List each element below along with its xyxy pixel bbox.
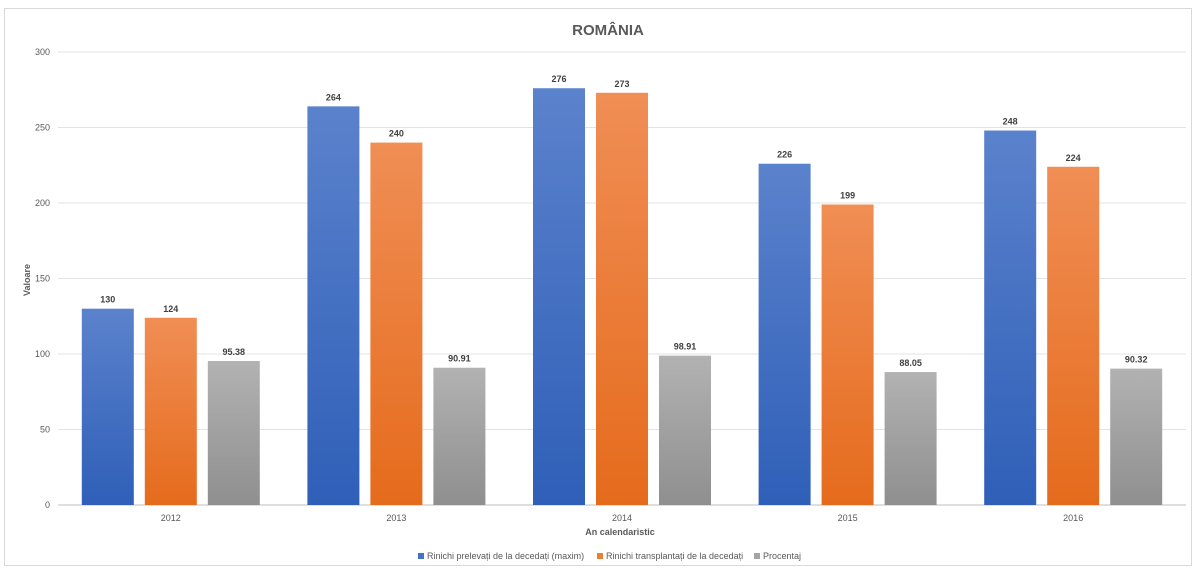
data-label: 276 xyxy=(551,74,566,84)
bar-2016-series-1 xyxy=(1047,166,1100,505)
data-label: 98.91 xyxy=(674,342,697,352)
legend-swatch xyxy=(754,553,760,559)
data-label: 88.05 xyxy=(899,358,922,368)
data-label: 124 xyxy=(163,304,178,314)
bars xyxy=(81,88,1163,506)
y-tick-label: 50 xyxy=(40,425,50,435)
y-tick-label: 200 xyxy=(35,198,50,208)
y-tick-label: 150 xyxy=(35,274,50,284)
bar-2013-series-0 xyxy=(307,106,360,506)
data-label: 199 xyxy=(840,191,855,201)
bar-2016-series-0 xyxy=(984,130,1037,505)
data-label: 224 xyxy=(1066,153,1081,163)
bar-2015-series-0 xyxy=(758,163,811,506)
bar-2012-series-2 xyxy=(207,360,260,505)
y-tick-label: 300 xyxy=(35,47,50,57)
chart-title: ROMÂNIA xyxy=(572,21,644,39)
legend-label: Rinichi prelevați de la decedați (maxim) xyxy=(427,551,584,561)
y-tick-label: 0 xyxy=(45,500,50,510)
legend-label: Procentaj xyxy=(763,551,801,561)
data-label: 248 xyxy=(1003,117,1018,127)
x-tick-label: 2016 xyxy=(1063,513,1083,523)
data-label: 95.38 xyxy=(223,347,246,357)
bar-2015-series-1 xyxy=(821,204,874,505)
legend-swatch xyxy=(597,553,603,559)
bar-2014-series-0 xyxy=(533,88,585,506)
bar-2015-series-2 xyxy=(884,372,937,505)
data-label: 130 xyxy=(100,295,115,305)
bar-2012-series-1 xyxy=(144,317,197,505)
bar-2013-series-2 xyxy=(433,367,486,505)
data-label: 240 xyxy=(389,129,404,139)
data-label: 90.32 xyxy=(1125,355,1148,365)
data-label: 264 xyxy=(326,92,341,102)
bar-2014-series-1 xyxy=(596,92,648,506)
data-labels: 130 124 95.38 264 240 90.91 276 273 98.91 226 199 8… xyxy=(100,74,1147,368)
x-tick-label: 2015 xyxy=(838,513,858,523)
bar-2012-series-0 xyxy=(81,308,134,505)
bar-2013-series-1 xyxy=(370,142,423,505)
bar-2016-series-2 xyxy=(1110,368,1163,505)
data-label: 226 xyxy=(777,150,792,160)
x-tick-label: 2012 xyxy=(161,513,181,523)
x-tick-label: 2014 xyxy=(612,513,632,523)
y-axis-ticks: 0 50 100 150 200 250 300 xyxy=(35,47,50,510)
legend: Rinichi prelevați de la decedați (maxim)… xyxy=(418,551,801,561)
legend-swatch xyxy=(418,553,424,559)
x-axis-title: An calendaristic xyxy=(585,527,655,537)
x-tick-label: 2013 xyxy=(386,513,406,523)
data-label: 90.91 xyxy=(448,354,471,364)
legend-label: Rinichi transplantați de la decedați xyxy=(606,551,743,561)
bar-2014-series-2 xyxy=(659,355,711,505)
y-tick-label: 100 xyxy=(35,349,50,359)
y-tick-label: 250 xyxy=(35,123,50,133)
y-axis-title: Valoare xyxy=(22,264,32,296)
x-axis-ticks: 2012 2013 2014 2015 2016 xyxy=(161,513,1083,523)
data-label: 273 xyxy=(614,79,629,89)
